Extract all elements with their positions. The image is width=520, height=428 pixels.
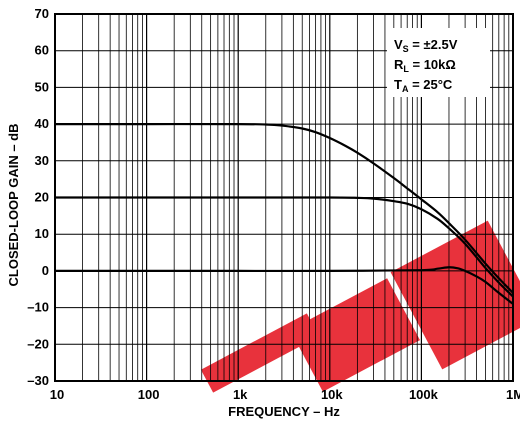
y-tick-label: 40 [35, 116, 49, 131]
x-tick-label: 10k [321, 387, 343, 402]
x-tick-label: 100 [138, 387, 160, 402]
series-group [54, 122, 514, 305]
condition-supply-voltage-value: = ±2.5V [409, 37, 458, 52]
series-line-2 [54, 196, 514, 298]
condition-supply-voltage-sub: S [403, 44, 409, 54]
conditions-box-background [387, 28, 490, 97]
x-tick-label: 1M [506, 387, 520, 402]
y-tick-label: 60 [35, 43, 49, 58]
condition-ambient-temperature-sub: A [402, 84, 409, 94]
y-tick-label: 0 [42, 263, 49, 278]
watermark-bar-1 [200, 313, 320, 393]
condition-load-resistance-main: R [394, 57, 404, 72]
plot-frame [54, 13, 514, 382]
condition-load-resistance-value: = 10kΩ [409, 57, 456, 72]
x-tick-label: 100k [409, 387, 439, 402]
condition-supply-voltage: VS = ±2.5V [394, 37, 458, 54]
x-axis-label: FREQUENCY – Hz [228, 404, 340, 419]
condition-ambient-temperature-value: = 25°C [408, 77, 452, 92]
y-tick-label: 70 [35, 6, 49, 21]
y-tick-label: 30 [35, 153, 49, 168]
watermark-bar-2 [290, 278, 420, 392]
conditions-box: VS = ±2.5V RL = 10kΩ TA = 25°C [387, 28, 490, 97]
condition-load-resistance-sub: L [403, 64, 409, 74]
y-tick-label: 10 [35, 226, 49, 241]
condition-ambient-temperature-main: T [394, 77, 402, 92]
x-tick-label: 1k [233, 387, 248, 402]
series-line-3 [55, 266, 514, 305]
series-line-1 [55, 122, 514, 294]
y-tick-label: 20 [35, 190, 49, 205]
condition-supply-voltage-main: V [394, 37, 403, 52]
y-tick-label: 50 [35, 79, 49, 94]
x-tick-labels: 10 100 1k 10k 100k 1M [50, 387, 520, 402]
x-tick-label: 10 [50, 387, 64, 402]
y-tick-label: –20 [27, 336, 49, 351]
y-axis-label: CLOSED-LOOP GAIN – dB [6, 124, 21, 287]
y-tick-label: –30 [27, 373, 49, 388]
condition-load-resistance: RL = 10kΩ [394, 57, 456, 74]
y-tick-label: –10 [27, 300, 49, 315]
y-tick-labels: 70 60 50 40 30 20 10 0 –10 –20 –30 [27, 6, 49, 388]
condition-ambient-temperature: TA = 25°C [394, 77, 453, 94]
